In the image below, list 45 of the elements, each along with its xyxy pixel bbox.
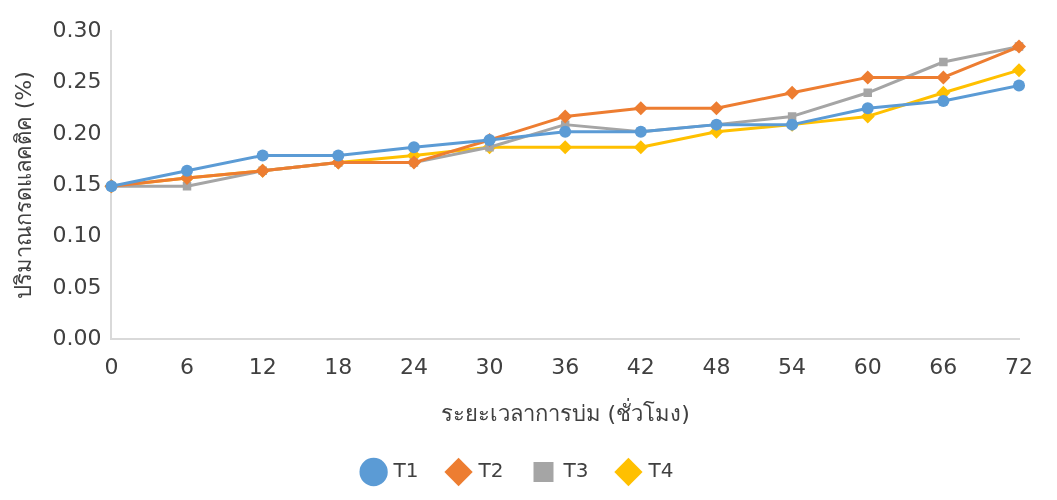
point xyxy=(633,140,648,155)
x-tick-label: 60 xyxy=(853,354,882,380)
x-tick-label: 48 xyxy=(702,354,731,380)
x-tick-label: 18 xyxy=(324,354,353,380)
point xyxy=(558,140,573,155)
point xyxy=(1013,79,1025,92)
x-tick-label: 12 xyxy=(248,354,277,380)
point xyxy=(407,141,420,154)
point xyxy=(936,70,951,85)
x-tick-label: 42 xyxy=(626,354,655,380)
y-tick-label: 0.10 xyxy=(52,222,102,248)
legend-label: T3 xyxy=(562,458,589,483)
y-tick-label: 0.05 xyxy=(52,273,102,299)
x-tick-label: 6 xyxy=(180,354,195,380)
point xyxy=(332,149,345,162)
y-tick-label: 0.25 xyxy=(52,68,102,94)
point xyxy=(785,85,800,100)
point xyxy=(937,95,950,108)
y-tick-label: 0.00 xyxy=(52,324,102,350)
x-tick-label: 24 xyxy=(399,354,428,380)
legend-label: T1 xyxy=(392,458,419,483)
y-tick-label: 0.20 xyxy=(52,119,102,145)
point xyxy=(559,125,572,138)
point xyxy=(558,109,573,124)
x-tick-label: 36 xyxy=(551,354,580,380)
point xyxy=(939,57,948,67)
y-tick-label: 0.15 xyxy=(52,170,102,196)
point xyxy=(256,149,269,162)
y-tick-label: 0.30 xyxy=(52,16,102,42)
legend-label: T4 xyxy=(647,458,674,483)
point xyxy=(863,88,872,98)
x-tick-label: 66 xyxy=(929,354,958,380)
y-axis-title: ปริมาณกรดแลคติค (%) xyxy=(10,71,36,300)
x-tick-label: 0 xyxy=(104,354,119,380)
x-tick-label: 72 xyxy=(1005,354,1033,380)
point xyxy=(181,164,194,177)
x-tick-label: 30 xyxy=(475,354,504,380)
point xyxy=(861,102,874,115)
point xyxy=(709,101,724,116)
legend-label: T2 xyxy=(477,458,504,483)
point xyxy=(1012,63,1026,78)
x-tick-label: 54 xyxy=(778,354,807,380)
x-axis-title: ระยะเวลาการบ่ม (ชั่วโมง) xyxy=(440,397,690,426)
point xyxy=(860,70,875,85)
point xyxy=(633,101,648,116)
